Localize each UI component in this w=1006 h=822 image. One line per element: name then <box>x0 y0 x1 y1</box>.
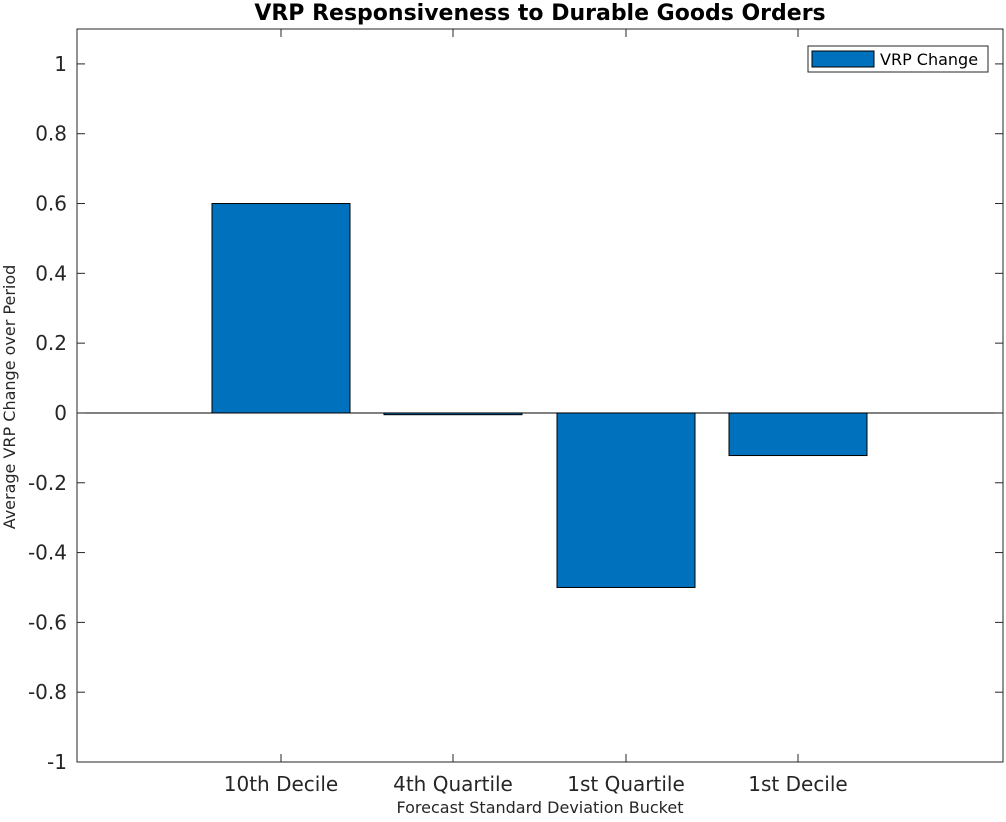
y-tick-label: 0 <box>54 401 67 425</box>
y-tick-label: 0.2 <box>35 331 67 355</box>
y-tick-label: 0.8 <box>35 122 67 146</box>
y-tick-label: -0.2 <box>28 471 67 495</box>
y-tick-label: -0.8 <box>28 680 67 704</box>
x-tick-label: 10th Decile <box>224 772 338 796</box>
y-tick-label: 0.4 <box>35 261 67 285</box>
y-tick-label: -0.6 <box>28 610 67 634</box>
y-axis-label: Average VRP Change over Period <box>0 265 19 530</box>
bar-1st-decile <box>728 412 868 457</box>
y-tick-label: -1 <box>47 750 67 774</box>
axes-layer: 1 0.8 0.6 0.4 0.2 0 -0.2 -0.4 -0.6 -0.8 -1 10th Dec… <box>28 28 1004 796</box>
legend-swatch <box>811 50 875 68</box>
legend-label: VRP Change <box>880 50 978 69</box>
bars-layer <box>211 203 868 588</box>
x-tick-label: 1st Quartile <box>567 772 685 796</box>
bar-1st-quartile <box>556 412 696 588</box>
bar-10th-decile <box>211 203 351 414</box>
y-tick-label: 0.6 <box>35 192 67 216</box>
y-tick-label: -0.4 <box>28 541 67 565</box>
x-tick-label: 1st Decile <box>748 772 847 796</box>
legend: VRP Change <box>807 45 989 73</box>
y-tick-label: 1 <box>54 52 67 76</box>
x-tick-label: 4th Quartile <box>393 772 513 796</box>
chart-title: VRP Responsiveness to Durable Goods Orde… <box>254 1 825 26</box>
plot-frame <box>76 28 1004 763</box>
x-axis-label: Forecast Standard Deviation Bucket <box>396 798 683 817</box>
